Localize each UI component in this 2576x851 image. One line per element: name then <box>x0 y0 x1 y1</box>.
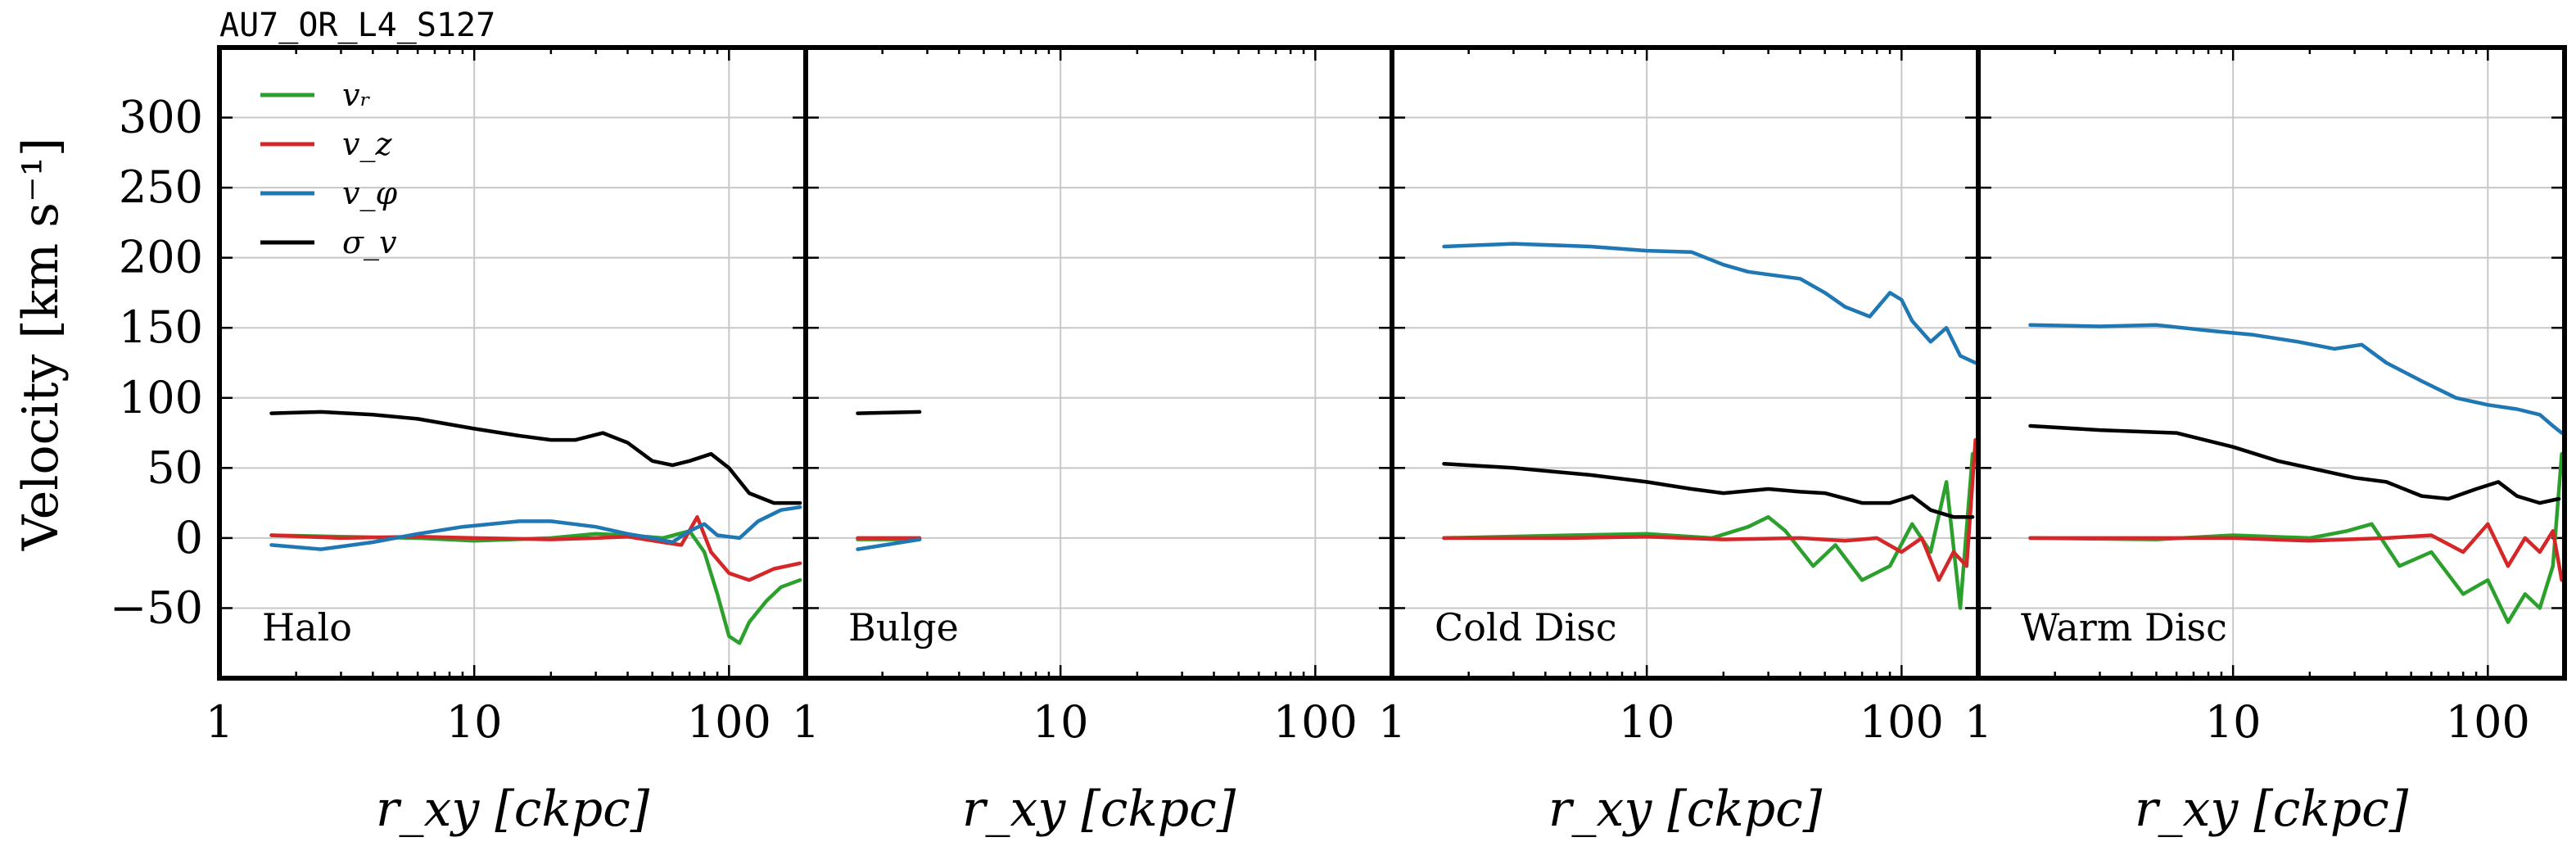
legend-label-v-z: v_z <box>342 126 392 163</box>
y-tick-label: 200 <box>119 232 203 283</box>
legend-label-v-r: vᵣ <box>342 77 371 113</box>
series-line-v-z <box>2028 522 2564 582</box>
series-line-sigma-v <box>1442 461 1975 519</box>
panel-label: Halo <box>262 605 352 650</box>
panel-frame <box>803 45 1394 681</box>
series-line-v-r <box>1442 451 1975 610</box>
y-tick-label: 100 <box>119 372 203 423</box>
series-line-sigma-v <box>269 410 802 505</box>
series-line-v-phi <box>269 505 802 551</box>
x-axis-label: r_xy [ckpc] <box>376 781 650 838</box>
y-tick-label: 50 <box>147 441 203 493</box>
x-tick-label: 10 <box>1033 696 1089 748</box>
figure-title: AU7_OR_L4_S127 <box>219 7 495 44</box>
x-tick-label: 10 <box>2205 696 2262 748</box>
panel-halo: 1 10 100 Halo r_xy [ckpc] <box>206 45 808 838</box>
y-tick-label: −50 <box>110 582 203 633</box>
legend-label-sigma-v: σ_v <box>342 224 397 261</box>
panel-label: Bulge <box>848 605 959 650</box>
series-line-v-z <box>269 514 802 582</box>
series-line-v-phi <box>2028 323 2564 435</box>
series-line-v-phi <box>856 537 922 551</box>
legend: vᵣ v_z v_φ σ_v <box>260 77 397 261</box>
x-tick-label: 100 <box>2446 696 2530 748</box>
y-axis-label: Velocity [km s⁻¹] <box>12 138 70 551</box>
x-tick-label: 100 <box>1860 696 1944 748</box>
x-tick-label: 1 <box>1378 696 1406 748</box>
x-axis-label: r_xy [ckpc] <box>1548 781 1823 838</box>
x-tick-label: 1 <box>792 696 820 748</box>
x-axis-label: r_xy [ckpc] <box>962 781 1236 838</box>
panel-frame <box>1976 45 2567 681</box>
x-tick-label: 1 <box>206 696 233 748</box>
x-tick-label: 100 <box>1273 696 1358 748</box>
x-tick-label: 1 <box>1964 696 1992 748</box>
legend-label-v-phi: v_φ <box>342 175 397 212</box>
y-tick-label: 250 <box>119 161 203 213</box>
x-axis-label: r_xy [ckpc] <box>2135 781 2409 838</box>
series-line-sigma-v <box>856 410 922 415</box>
panel-warm-disc: 1 10 100 Warm Disc r_xy [ckpc] <box>1964 45 2567 838</box>
series-line-v-z <box>1442 437 1977 582</box>
panel-frame <box>1390 45 1981 681</box>
series-line-v-r <box>2028 451 2564 624</box>
y-tick-label: 300 <box>119 92 203 143</box>
x-tick-label: 10 <box>1619 696 1675 748</box>
panel-cold-disc: 1 10 100 Cold Disc r_xy [ckpc] <box>1378 45 1981 838</box>
x-tick-label: 100 <box>687 696 771 748</box>
y-tick-label: 0 <box>175 512 203 564</box>
series-line-v-phi <box>1442 242 1977 365</box>
panel-label: Warm Disc <box>2021 605 2227 650</box>
panel-label: Cold Disc <box>1435 605 1617 650</box>
y-tick-label: 150 <box>119 301 203 353</box>
panel-bulge: 1 10 100 Bulge r_xy [ckpc] <box>792 45 1394 838</box>
series-line-sigma-v <box>2028 423 2561 505</box>
x-tick-label: 10 <box>446 696 503 748</box>
